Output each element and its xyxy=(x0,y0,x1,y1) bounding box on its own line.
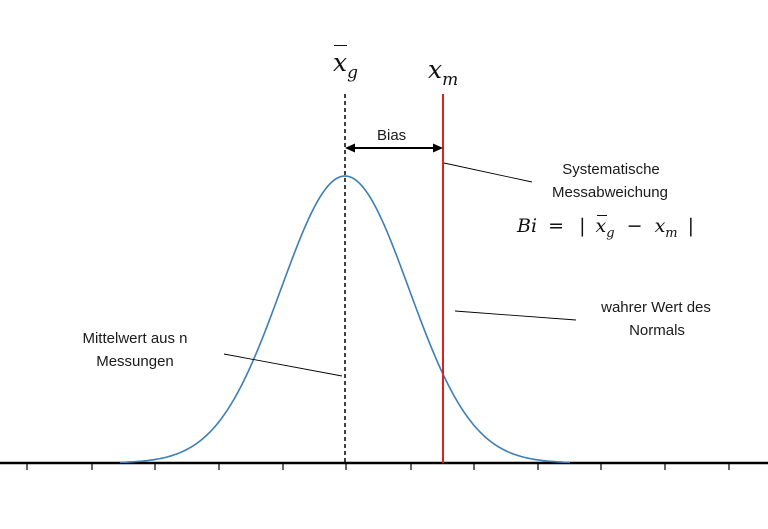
formula-x2: x xyxy=(654,215,666,237)
normal-distribution-curve xyxy=(119,175,571,464)
true-value-leader-line xyxy=(454,310,577,321)
formula-sub2: m xyxy=(665,226,678,241)
mean-leader-line xyxy=(223,353,343,377)
bias-arrow xyxy=(345,143,443,153)
mean-symbol-sub: g xyxy=(347,63,358,83)
mean-symbol: xg xyxy=(333,45,358,83)
axis-ticks xyxy=(26,463,730,470)
formula-equals: = xyxy=(548,215,565,237)
formula-sub1: g xyxy=(606,226,615,241)
mean-label-line2: Messungen xyxy=(96,353,174,370)
bias-formula: Bi = | xg − xm | xyxy=(517,213,698,242)
systematic-leader-line xyxy=(443,162,533,183)
systematic-deviation-line1: Systematische xyxy=(562,161,660,178)
true-value-label-line1: wahrer Wert des xyxy=(601,299,711,316)
true-value-label-line2: Normals xyxy=(629,322,685,339)
formula-lhs: Bi xyxy=(517,215,538,237)
true-value-symbol: xm xyxy=(428,55,459,90)
formula-bar-open: | xyxy=(579,215,586,237)
bias-label: Bias xyxy=(377,127,407,144)
formula-minus: − xyxy=(626,215,643,237)
true-symbol-base: x xyxy=(428,55,443,84)
formula-bar-close: | xyxy=(687,215,695,237)
mean-symbol-base: x xyxy=(333,48,348,77)
true-symbol-sub: m xyxy=(442,70,459,90)
mean-label-line1: Mittelwert aus n xyxy=(82,330,188,347)
systematic-deviation-line2: Messabweichung xyxy=(552,184,668,201)
formula-x1: x xyxy=(595,215,607,237)
